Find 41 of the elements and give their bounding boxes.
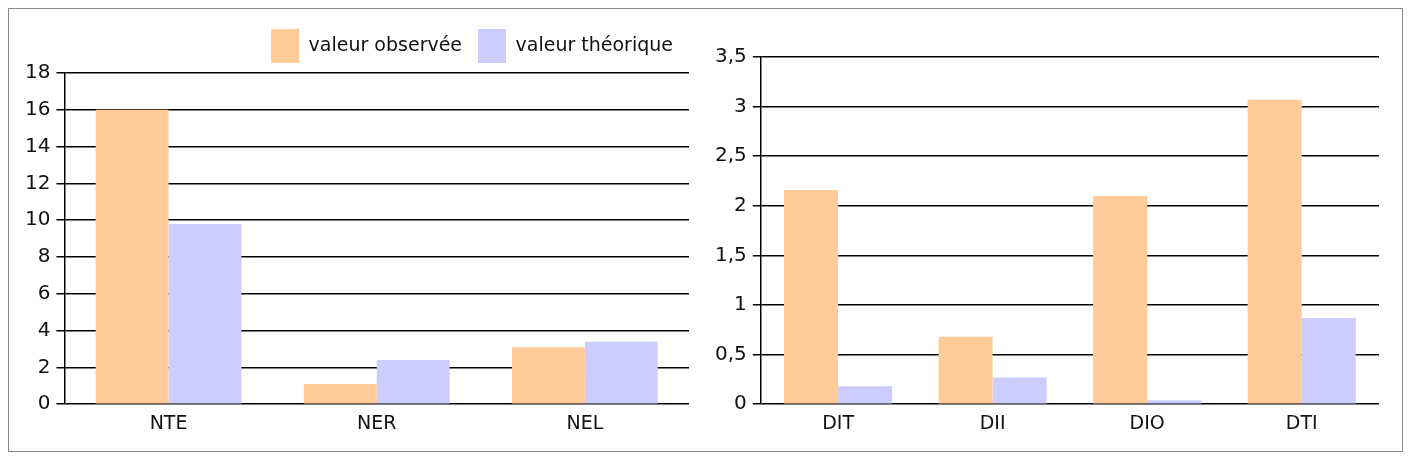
y-tick-label: 2	[37, 353, 51, 378]
x-tick-label: DII	[979, 410, 1006, 433]
x-tick-label: DIT	[822, 410, 855, 433]
bar	[584, 341, 658, 404]
legend-label: valeur observée	[308, 32, 463, 55]
y-tick-label: 14	[25, 132, 51, 157]
bar	[1147, 400, 1202, 404]
x-tick-label: NTE	[149, 410, 188, 433]
bar	[95, 109, 169, 404]
y-tick-label: 4	[37, 316, 51, 341]
bar	[1093, 195, 1148, 404]
y-tick-label: 18	[25, 59, 51, 84]
y-tick-label: 0	[734, 390, 747, 415]
y-tick-label: 2,5	[714, 142, 747, 167]
y-tick-label: 3	[734, 92, 747, 117]
bar	[1301, 317, 1356, 404]
y-tick-label: 12	[25, 169, 51, 194]
bar	[1247, 99, 1302, 404]
bar	[938, 336, 993, 404]
y-tick-label: 3,5	[714, 43, 747, 68]
x-tick-label: NEL	[566, 410, 604, 433]
bar	[783, 189, 839, 404]
bar	[512, 347, 585, 404]
bar	[376, 360, 450, 404]
bar	[168, 223, 242, 404]
bar	[992, 377, 1047, 404]
y-tick-label: 8	[37, 243, 51, 268]
y-tick-label: 10	[25, 206, 51, 231]
bar	[838, 386, 893, 404]
x-tick-label: DTI	[1285, 410, 1318, 433]
y-tick-label: 2	[734, 192, 747, 216]
x-tick-label: DIO	[1129, 410, 1165, 433]
y-tick-label: 1	[734, 291, 747, 316]
y-tick-label: 16	[25, 96, 51, 120]
y-tick-label: 6	[37, 280, 51, 304]
y-tick-label: 1,5	[714, 241, 747, 266]
x-tick-label: NER	[357, 410, 397, 433]
y-tick-label: 0	[37, 390, 51, 415]
y-tick-label: 0,5	[714, 340, 747, 365]
bar	[303, 383, 377, 404]
legend-label: valeur théorique	[515, 32, 673, 55]
